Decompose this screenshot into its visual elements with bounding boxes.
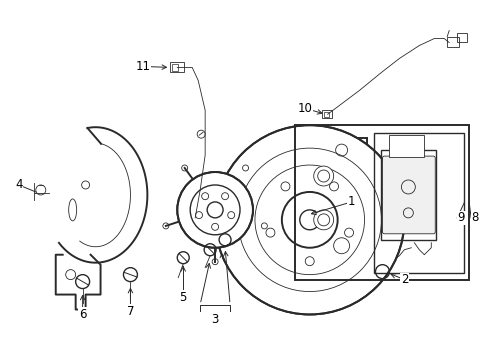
Bar — [172, 64, 178, 71]
Bar — [171, 62, 184, 72]
Text: 1: 1 — [348, 195, 355, 208]
Text: 4: 4 — [15, 179, 23, 192]
Bar — [447, 37, 459, 46]
Text: 3: 3 — [211, 313, 219, 326]
Circle shape — [314, 210, 334, 230]
Text: 7: 7 — [127, 305, 134, 318]
Bar — [322, 110, 332, 118]
Circle shape — [314, 166, 334, 186]
Text: 8: 8 — [471, 211, 479, 224]
Bar — [457, 32, 467, 41]
Text: 5: 5 — [179, 291, 187, 304]
Bar — [390, 135, 424, 157]
Text: 10: 10 — [297, 102, 312, 115]
Bar — [382, 150, 436, 240]
Text: 2: 2 — [401, 273, 408, 286]
Bar — [374, 133, 464, 273]
FancyBboxPatch shape — [383, 156, 435, 234]
Bar — [295, 125, 469, 280]
Circle shape — [177, 172, 253, 248]
Text: 9: 9 — [457, 211, 465, 224]
Circle shape — [215, 125, 404, 315]
Text: 11: 11 — [136, 60, 151, 73]
Text: 6: 6 — [79, 308, 86, 321]
Bar — [324, 112, 329, 117]
